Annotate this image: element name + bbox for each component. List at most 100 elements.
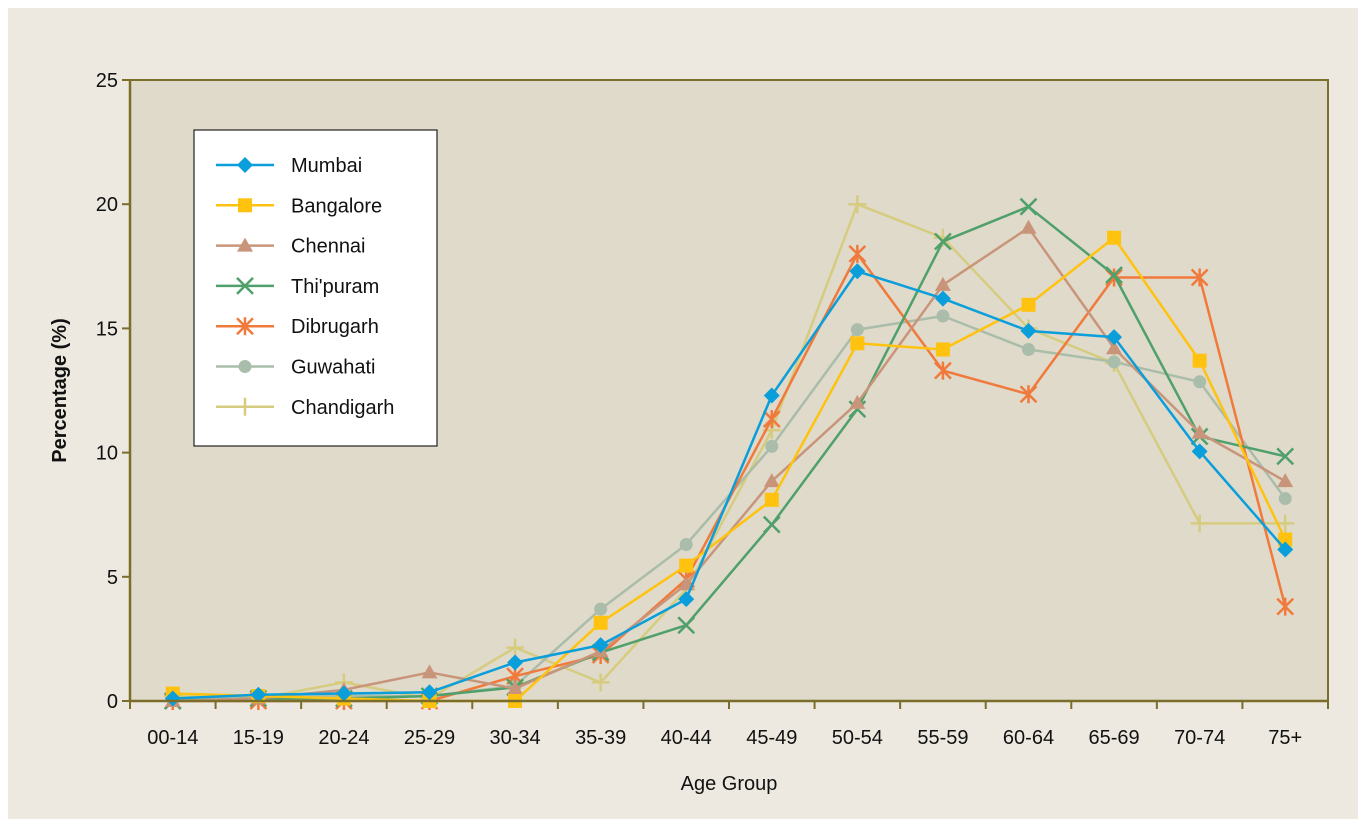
data-point-mumbai	[250, 686, 267, 703]
data-point-chennai	[1106, 340, 1123, 355]
data-point-chennai	[763, 473, 780, 488]
data-point-thi-puram	[1105, 266, 1123, 284]
data-point-dibrugarh	[1019, 385, 1038, 404]
x-tick-label: 75+	[1268, 727, 1302, 749]
data-point-thi-puram	[1276, 447, 1295, 466]
data-point-guwahati	[594, 602, 608, 616]
legend-label: Chennai	[291, 236, 366, 258]
x-tick-label: 40-44	[661, 727, 712, 749]
data-point-chandigarh	[1276, 514, 1295, 533]
data-point-guwahati	[850, 323, 864, 337]
x-tick-label: 65-69	[1088, 727, 1139, 749]
x-axis-title: Age Group	[681, 773, 778, 795]
data-point-mumbai	[849, 263, 866, 280]
x-tick-label: 30-34	[489, 727, 540, 749]
data-point-mumbai	[507, 654, 524, 671]
data-point-bangalore	[1021, 297, 1036, 312]
x-tick-label: 55-59	[917, 727, 968, 749]
legend-marker	[238, 360, 252, 373]
y-tick-label: 0	[107, 691, 118, 713]
data-point-thi-puram	[848, 400, 867, 419]
data-point-chennai	[1191, 424, 1208, 439]
axes-layer: 0 5 10 15 20 25 00-14 15-19 20-24 25-29 30-34 35-39…	[96, 70, 1329, 749]
legend: Mumbai Bangalore Chennai Thi'puram Dibrugarh…	[193, 129, 438, 447]
legend-item-dibrugarh: Dibrugarh	[216, 316, 379, 338]
x-tick-label: 50-54	[832, 727, 883, 749]
legend-marker	[237, 237, 253, 252]
data-point-chennai	[421, 664, 438, 679]
x-tick-label: 70-74	[1174, 727, 1225, 749]
data-point-chandigarh	[1190, 514, 1209, 533]
y-tick-label: 5	[107, 567, 118, 589]
y-tick-label: 25	[96, 70, 118, 92]
data-point-thi-puram	[1019, 197, 1038, 216]
data-point-chennai	[1277, 473, 1294, 488]
legend-label: Mumbai	[291, 155, 362, 177]
series-mumbai	[164, 263, 1294, 707]
x-tick-label: 15-19	[233, 727, 284, 749]
legend-label: Dibrugarh	[291, 316, 379, 338]
legend-item-bangalore: Bangalore	[216, 195, 382, 217]
legend-label: Chandigarh	[291, 397, 394, 419]
data-point-mumbai	[164, 690, 181, 707]
data-point-guwahati	[765, 439, 779, 453]
data-point-chennai	[507, 680, 524, 695]
legend-item-mumbai: Mumbai	[216, 155, 362, 177]
legend-marker	[236, 277, 254, 295]
data-point-mumbai	[934, 290, 951, 307]
legend-item-chennai: Chennai	[216, 236, 366, 258]
legend-label: Bangalore	[291, 195, 382, 217]
y-tick-label: 10	[96, 443, 118, 465]
data-point-chennai	[934, 276, 951, 291]
legend-marker	[238, 198, 252, 213]
data-point-guwahati	[1193, 375, 1207, 389]
x-tick-label: 45-49	[746, 727, 797, 749]
x-tick-label: 35-39	[575, 727, 626, 749]
legend-item-guwahati: Guwahati	[216, 357, 376, 379]
data-point-mumbai	[1106, 329, 1123, 346]
line-chart: 0 5 10 15 20 25 00-14 15-19 20-24 25-29 30-34 35-39…	[49, 70, 1329, 795]
legend-label: Guwahati	[291, 357, 376, 379]
series-line-bangalore	[172, 236, 1287, 703]
data-point-dibrugarh	[1276, 597, 1295, 616]
data-point-bangalore	[593, 615, 608, 630]
data-point-chandigarh	[848, 195, 867, 214]
data-point-mumbai	[1191, 443, 1208, 460]
x-tick-label: 25-29	[404, 727, 455, 749]
data-point-mumbai	[1020, 322, 1037, 339]
data-point-bangalore	[935, 342, 950, 357]
data-point-guwahati	[1278, 492, 1292, 506]
chart-frame: 0 5 10 15 20 25 00-14 15-19 20-24 25-29 30-34 35-39…	[8, 8, 1358, 819]
legend-item-thi-puram: Thi'puram	[216, 276, 379, 298]
data-point-chennai	[849, 394, 866, 409]
data-point-guwahati	[1022, 343, 1035, 357]
legend-label: Thi'puram	[291, 276, 379, 298]
x-tick-label: 00-14	[147, 727, 198, 749]
data-point-dibrugarh	[848, 244, 867, 263]
y-axis-title: Percentage (%)	[49, 318, 71, 463]
data-point-thi-puram	[762, 515, 781, 534]
data-point-mumbai	[421, 684, 438, 701]
y-tick-label: 20	[96, 194, 118, 216]
data-point-dibrugarh	[1190, 268, 1209, 287]
data-point-mumbai	[678, 591, 695, 608]
data-point-thi-puram	[677, 616, 696, 635]
data-point-chennai	[1020, 219, 1037, 234]
data-point-bangalore	[1107, 230, 1122, 245]
data-point-mumbai	[335, 685, 352, 702]
data-point-bangalore	[764, 492, 779, 507]
data-point-guwahati	[1107, 355, 1121, 369]
series-line-chandigarh	[172, 202, 1286, 700]
data-point-bangalore	[850, 336, 865, 351]
legend-marker	[236, 317, 254, 336]
data-point-guwahati	[679, 538, 693, 552]
data-point-dibrugarh	[762, 410, 781, 429]
data-point-mumbai	[592, 637, 609, 654]
series-layer	[163, 195, 1295, 710]
y-tick-label: 15	[96, 318, 118, 340]
legend-box	[193, 129, 438, 447]
data-point-bangalore	[1192, 353, 1207, 368]
legend-item-chandigarh: Chandigarh	[216, 397, 394, 419]
x-tick-label: 60-64	[1003, 727, 1054, 749]
data-point-guwahati	[936, 309, 950, 323]
